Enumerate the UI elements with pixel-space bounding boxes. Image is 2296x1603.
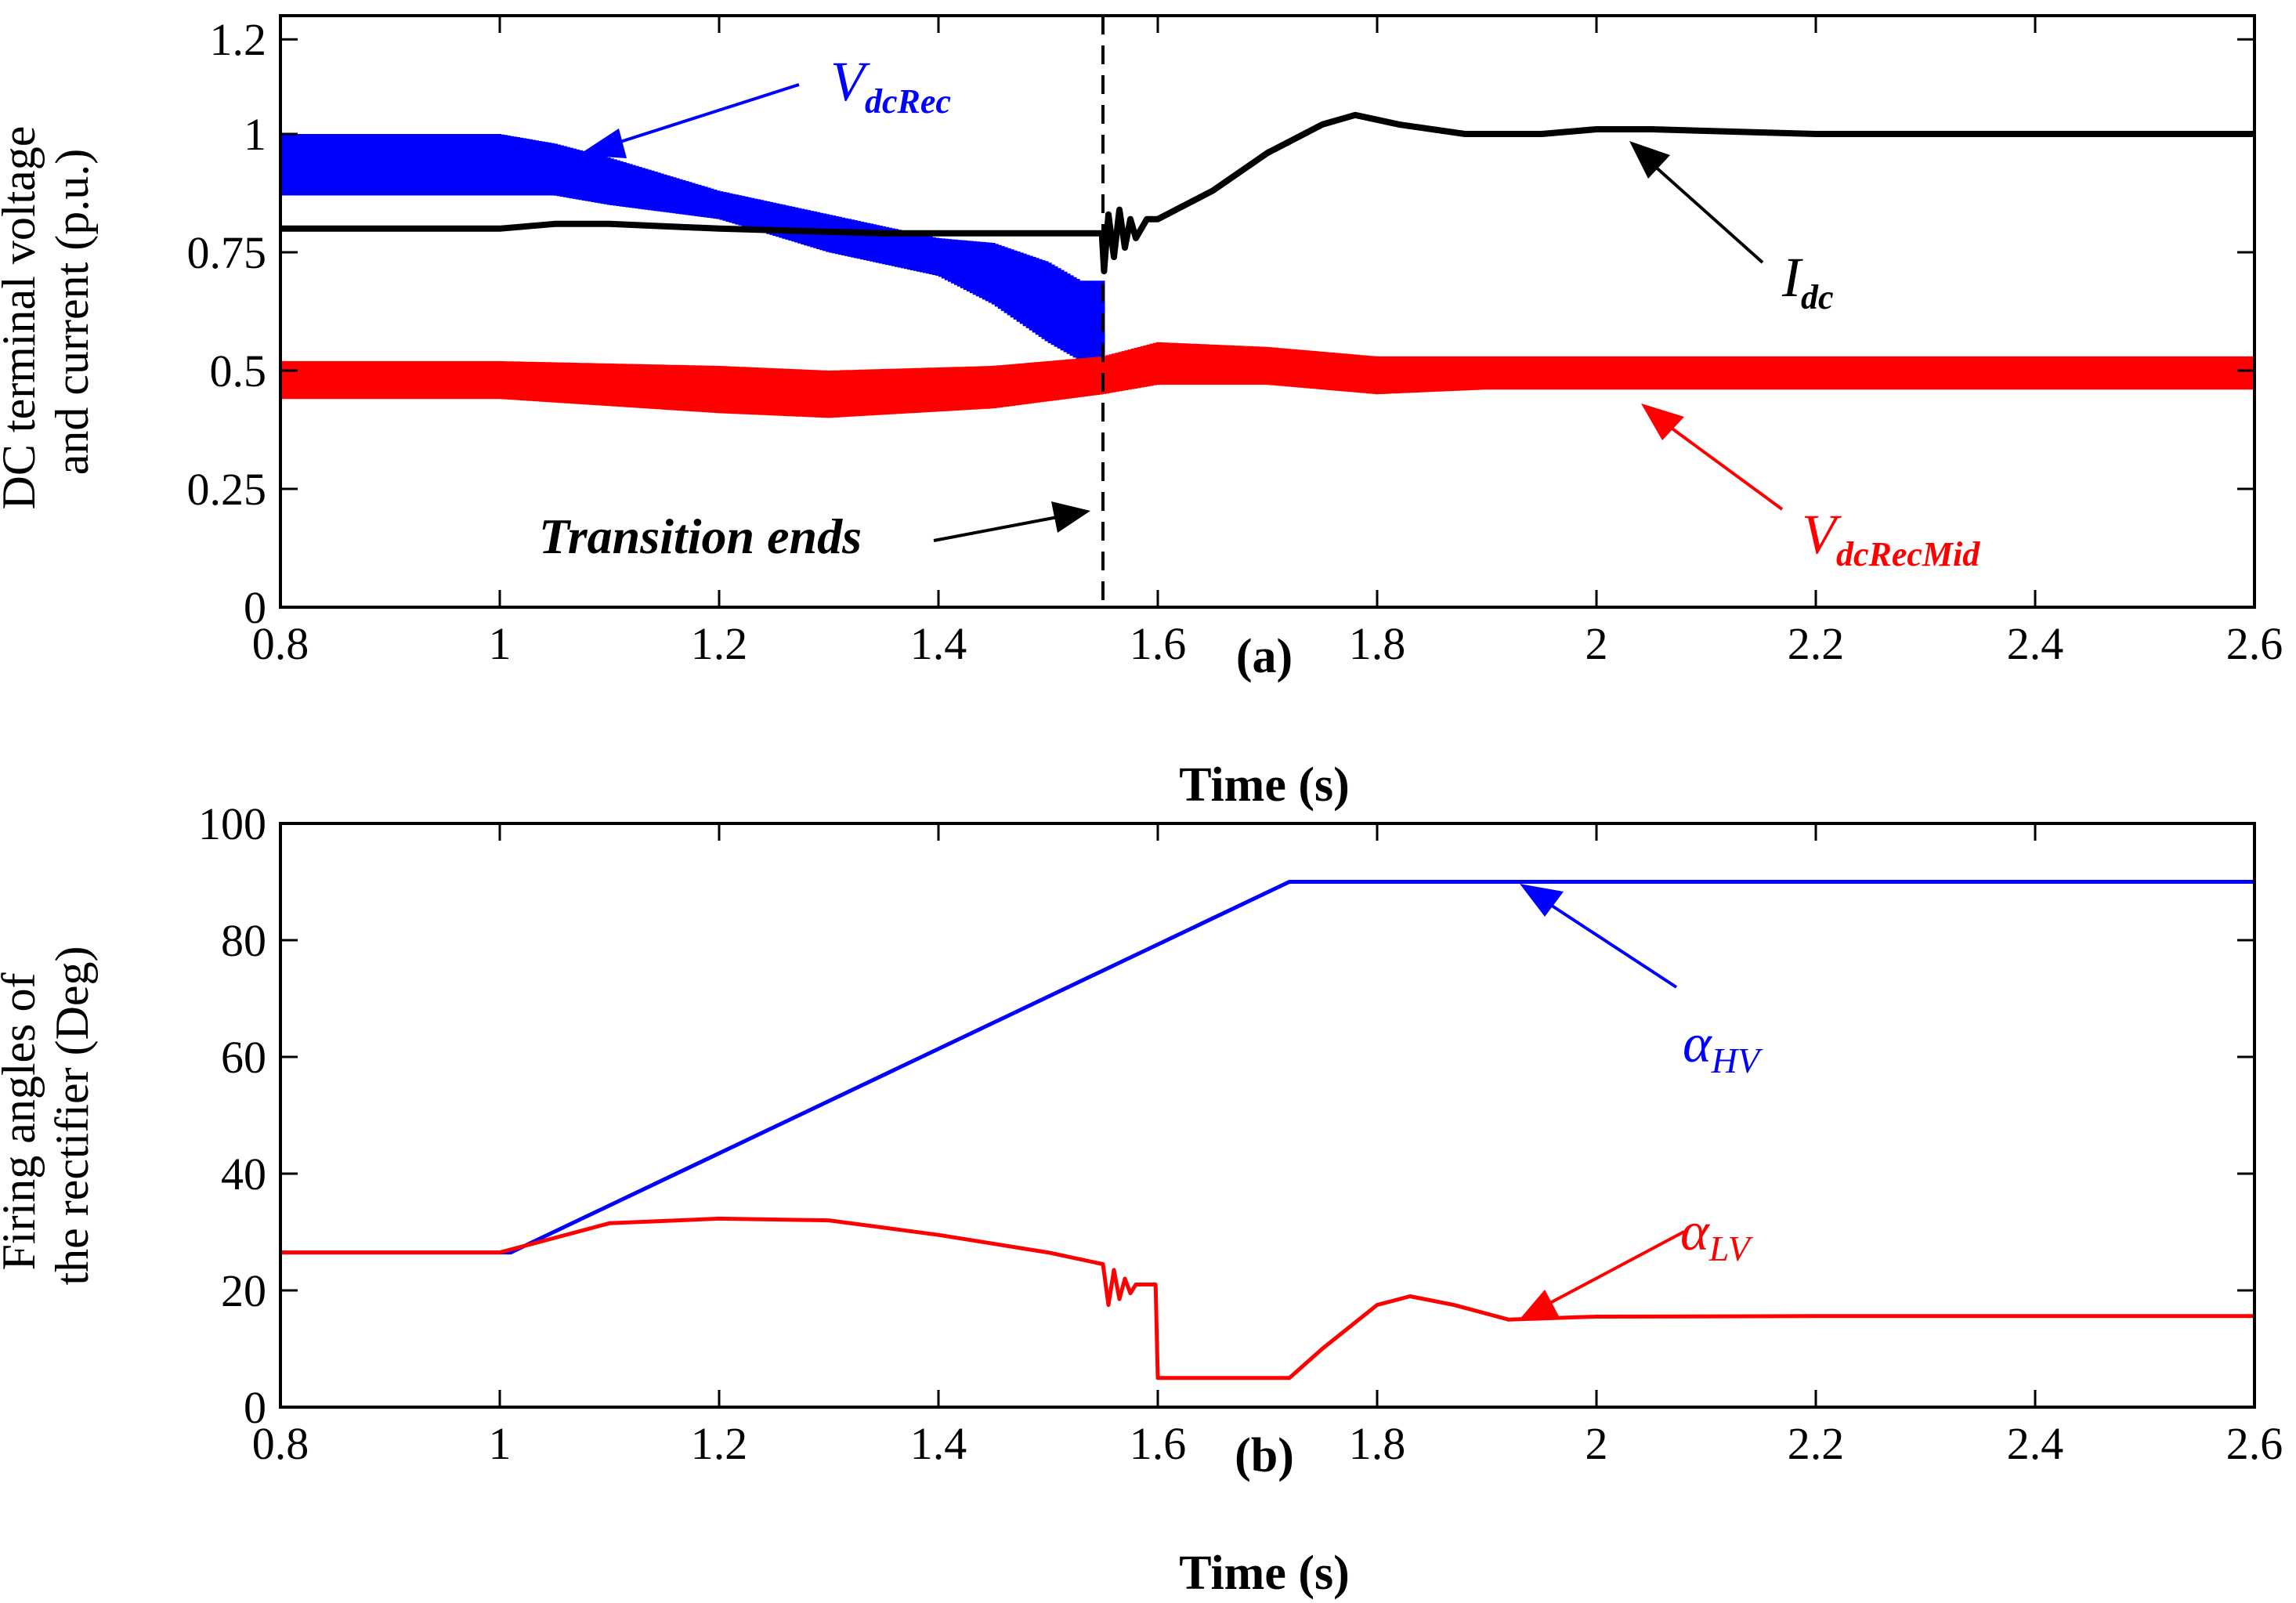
xlabel-a: Time (s) <box>1179 758 1350 812</box>
xtick-label-a-5: 1.8 <box>1349 618 1406 669</box>
ylabel-b: Firing angles of the rectifier (Deg) <box>0 946 98 1285</box>
xtick-label-b-7: 2.2 <box>1788 1418 1845 1469</box>
ticks-b: 0.8 1 1.2 1.4 1.6 1.8 2 2.2 2.4 2.6 0 20 40 60 80 100 <box>198 798 2283 1469</box>
vdcrec-label-main: V <box>830 50 870 113</box>
vdcrec-label-sub: dcRec <box>865 82 951 121</box>
alpha-lv-label-main: α <box>1680 1202 1710 1262</box>
ytick-label-b-5: 100 <box>198 798 266 849</box>
ytick-label-a-4: 1 <box>244 109 266 160</box>
alpha-hv-arrowhead <box>1520 884 1564 917</box>
ylabel-a: DC terminal voltage and current (p.u.) <box>0 114 98 510</box>
series-alphaLV <box>280 1216 2254 1380</box>
vdcrecmid-arrow <box>1663 422 1784 511</box>
idc-arrowhead <box>1629 141 1670 179</box>
ytick-label-b-1: 20 <box>221 1265 266 1316</box>
series-alphaHV <box>280 880 2254 1255</box>
ytick-label-a-5: 1.2 <box>210 14 267 65</box>
alpha-hv-label-sub: HV <box>1711 1040 1763 1080</box>
panel-label-b: (b) <box>1235 1429 1294 1482</box>
xtick-label-a-9: 2.6 <box>2226 618 2283 669</box>
vdcrec-label: VdcRec <box>830 50 951 121</box>
alpha-hv-label-main: α <box>1683 1014 1712 1074</box>
series-group-b <box>280 880 2254 1380</box>
vdcrec-arrow <box>602 83 800 149</box>
vdcrecmid-label-main: V <box>1802 503 1842 566</box>
alpha-lv-arrowhead <box>1518 1290 1559 1321</box>
ylabel-a-line2: and current (p.u.) <box>46 149 98 475</box>
xtick-label-a-0: 0.8 <box>252 618 309 669</box>
xtick-label-a-2: 1.2 <box>691 618 748 669</box>
xtick-label-b-5: 1.8 <box>1349 1418 1406 1469</box>
series-VdcRecMid <box>280 342 2254 418</box>
vdcrec-arrowhead <box>578 128 627 158</box>
ticks-a: 0.8 1 1.2 1.4 1.6 1.8 2 2.2 2.4 2.6 0 0.25 0.5 0.75 1 1… <box>187 14 2283 669</box>
series-group-a <box>280 111 2254 418</box>
idc-label-main: I <box>1781 246 1803 309</box>
xtick-label-a-4: 1.6 <box>1130 618 1187 669</box>
xtick-label-b-9: 2.6 <box>2226 1418 2283 1469</box>
plot-frame-b <box>279 822 2256 1409</box>
xtick-label-b-6: 2 <box>1586 1418 1608 1469</box>
ytick-label-a-0: 0 <box>244 582 266 633</box>
idc-label: Idc <box>1781 246 1834 317</box>
xtick-label-b-2: 1.2 <box>691 1418 748 1469</box>
ytick-label-a-1: 0.25 <box>187 464 267 515</box>
xtick-label-b-4: 1.6 <box>1130 1418 1187 1469</box>
series-Idc <box>280 111 2254 275</box>
vdcrecmid-label: VdcRecMid <box>1802 503 1980 574</box>
xlabel-b: Time (s) <box>1179 1547 1350 1600</box>
transition-arrow <box>933 516 1058 542</box>
alpha-hv-arrow <box>1546 901 1678 989</box>
xtick-label-b-1: 1 <box>489 1418 512 1469</box>
transition-arrowhead <box>1051 501 1090 533</box>
xtick-label-a-3: 1.4 <box>910 618 967 669</box>
ytick-label-b-2: 40 <box>221 1149 266 1200</box>
alpha-lv-label-sub: LV <box>1708 1228 1754 1268</box>
xtick-label-a-6: 2 <box>1586 618 1608 669</box>
ylabel-a-line1: DC terminal voltage <box>0 126 45 510</box>
plot-frame-a <box>279 14 2256 609</box>
chart-b: 0.8 1 1.2 1.4 1.6 1.8 2 2.2 2.4 2.6 0 20 40 60 80 100 F… <box>0 798 2283 1600</box>
vdcrecmid-label-sub: dcRecMid <box>1836 535 1980 574</box>
alpha-lv-label: αLV <box>1680 1202 1754 1268</box>
xtick-label-a-1: 1 <box>489 618 512 669</box>
ytick-label-b-0: 0 <box>244 1382 266 1433</box>
ytick-label-b-4: 80 <box>221 915 266 966</box>
xtick-label-a-7: 2.2 <box>1788 618 1845 669</box>
ytick-label-b-3: 60 <box>221 1032 266 1083</box>
vdcrecmid-arrowhead <box>1641 403 1684 440</box>
panel-label-a: (a) <box>1236 630 1293 683</box>
ytick-label-a-3: 0.75 <box>187 227 267 278</box>
series-VdcRec <box>280 134 1105 371</box>
ylabel-b-line2: the rectifier (Deg) <box>46 946 98 1285</box>
ylabel-b-line1: Firing angles of <box>0 973 45 1271</box>
alpha-lv-arrow <box>1546 1230 1685 1306</box>
xtick-label-b-8: 2.4 <box>2007 1418 2064 1469</box>
xtick-label-a-8: 2.4 <box>2007 618 2064 669</box>
alpha-hv-label: αHV <box>1683 1014 1763 1080</box>
ytick-label-a-2: 0.5 <box>210 346 267 396</box>
xtick-label-b-0: 0.8 <box>252 1418 309 1469</box>
idc-label-sub: dc <box>1801 278 1834 317</box>
transition-label: Transition ends <box>539 508 862 564</box>
chart-a: 0.8 1 1.2 1.4 1.6 1.8 2 2.2 2.4 2.6 0 0.25 0.5 0.75 1 1… <box>0 14 2283 812</box>
xtick-label-b-3: 1.4 <box>910 1418 967 1469</box>
idc-arrow <box>1651 163 1764 264</box>
